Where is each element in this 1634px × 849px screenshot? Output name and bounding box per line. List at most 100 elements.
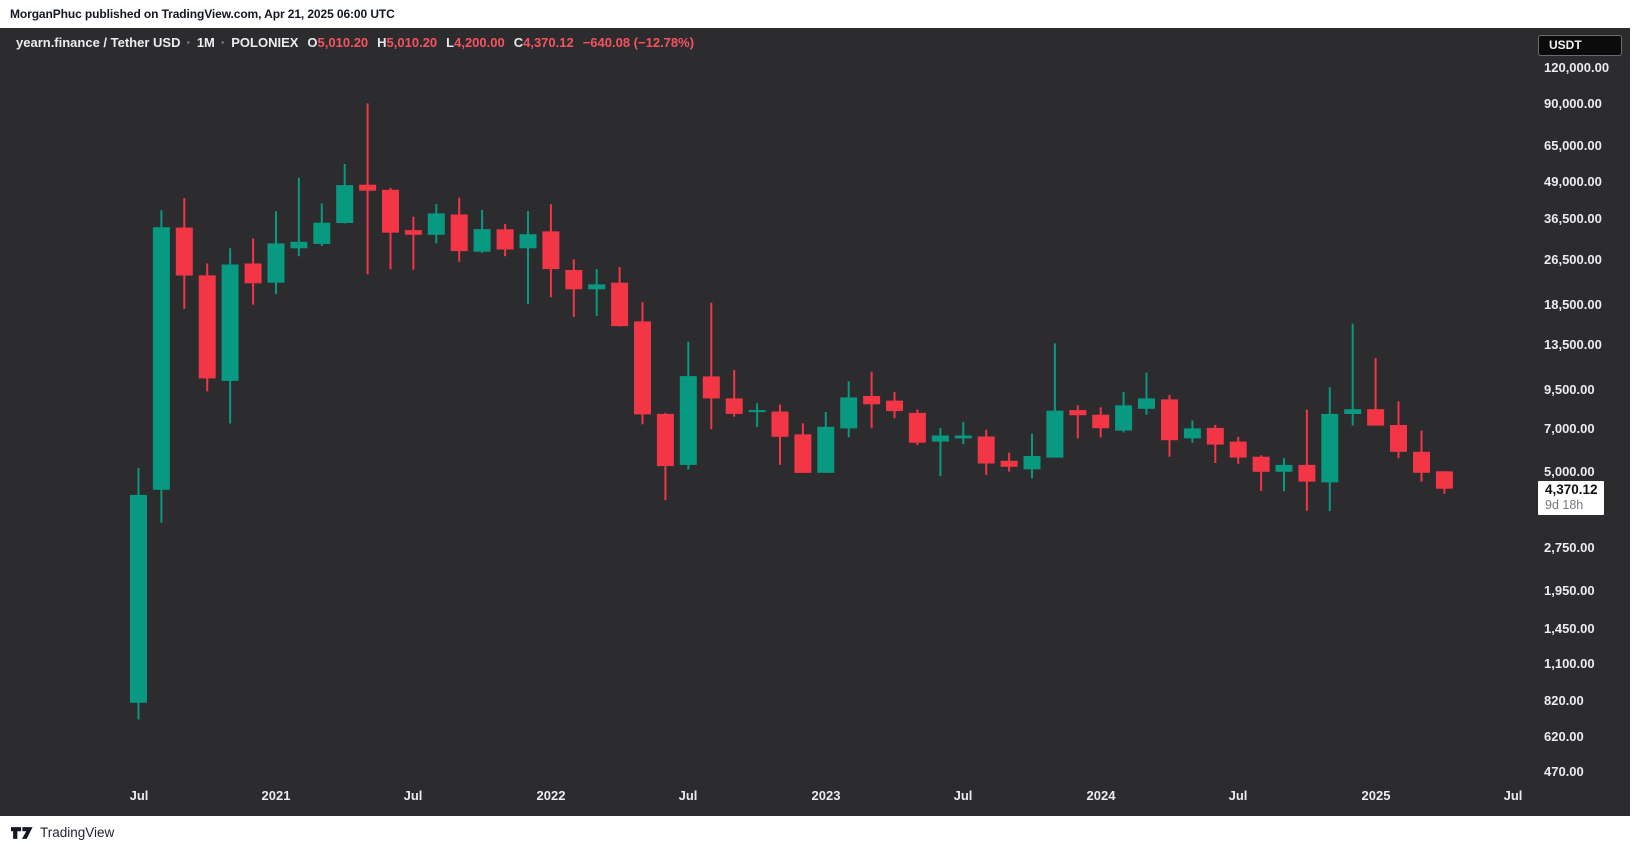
- candle-2023-02: [840, 381, 858, 438]
- candle-wick: [756, 403, 759, 427]
- candle-body: [1413, 451, 1430, 473]
- high-letter: H: [377, 35, 387, 50]
- candle-2025-01: [1367, 358, 1385, 426]
- candle-body: [450, 214, 468, 252]
- candle-2020-07: [130, 468, 147, 720]
- price-tick-label: 18,500.00: [1544, 297, 1602, 312]
- candle-body: [1069, 410, 1087, 416]
- candlestick-chart[interactable]: [0, 28, 1630, 816]
- candle-body: [1435, 471, 1453, 489]
- price-tick-label: 5,000.00: [1544, 464, 1595, 479]
- open-letter: O: [307, 35, 318, 50]
- candle-2023-03: [863, 371, 881, 429]
- price-tick-label: 9,500.00: [1544, 382, 1595, 397]
- candle-2023-04: [886, 391, 903, 419]
- candle-2025-02: [1390, 401, 1407, 459]
- price-tick-label: 7,000.00: [1544, 421, 1595, 436]
- candle-2020-12: [244, 238, 262, 305]
- candle-2022-04: [611, 267, 629, 327]
- footer-bar: TradingView: [0, 816, 1634, 849]
- high-value: 5,010.20: [386, 35, 438, 50]
- open-value: 5,010.20: [317, 35, 369, 50]
- candle-2024-09: [1275, 458, 1293, 492]
- currency-toggle-button[interactable]: USDT: [1538, 35, 1622, 56]
- candle-body: [382, 189, 399, 233]
- last-price-value: 4,370.12: [1545, 482, 1598, 497]
- candle-body: [427, 213, 445, 235]
- candle-2021-01: [267, 211, 285, 295]
- candle-body: [1138, 398, 1155, 409]
- candle-wick: [1260, 455, 1263, 491]
- tradingview-logo-icon: [11, 826, 33, 839]
- candle-body: [817, 426, 835, 473]
- price-tick-label: 1,450.00: [1544, 621, 1595, 636]
- symbol-title[interactable]: yearn.finance / Tether USD: [16, 35, 181, 50]
- candle-body: [519, 234, 537, 249]
- candle-wick: [1076, 405, 1079, 439]
- candle-body: [1252, 456, 1270, 472]
- candle-body: [611, 282, 629, 327]
- low-letter: L: [446, 35, 455, 50]
- time-tick-label: 2021: [261, 788, 291, 803]
- candle-body: [863, 396, 881, 405]
- time-tick-label: Jul: [678, 788, 698, 803]
- bar-countdown: 9d 18h: [1545, 498, 1584, 512]
- ohlc-open: O5,010.20: [307, 35, 368, 50]
- candle-2023-07: [954, 422, 972, 445]
- price-tick-label: 49,000.00: [1544, 174, 1602, 189]
- time-tick-label: Jul: [403, 788, 423, 803]
- candle-body: [198, 275, 216, 379]
- candle-body: [771, 411, 789, 437]
- candle-2021-10: [473, 210, 491, 253]
- candle-2023-08: [977, 429, 995, 475]
- candle-body: [931, 435, 949, 442]
- time-tick-label: Jul: [953, 788, 973, 803]
- candle-body: [702, 376, 720, 399]
- candle-2022-11: [771, 404, 789, 465]
- candle-2022-12: [794, 423, 812, 473]
- candle-body: [244, 263, 262, 284]
- candle-body: [679, 376, 697, 465]
- price-tick-label: 120,000.00: [1544, 60, 1610, 75]
- candle-body: [542, 231, 560, 270]
- candle-wick: [1283, 458, 1285, 492]
- candle-2024-10: [1298, 409, 1316, 511]
- interval-label[interactable]: 1M: [196, 35, 215, 50]
- candle-wick: [595, 269, 598, 317]
- close-letter: C: [513, 35, 524, 50]
- candle-body: [1298, 464, 1316, 482]
- candle-body: [565, 270, 583, 290]
- time-tick-label: Jul: [1503, 788, 1523, 803]
- price-tick-label: 470.00: [1544, 764, 1584, 779]
- candle-body: [290, 241, 308, 249]
- candle-body: [954, 435, 972, 439]
- candle-2022-07: [679, 341, 697, 470]
- candle-2021-09: [450, 197, 468, 262]
- candle-body: [1046, 410, 1064, 458]
- candle-2024-12: [1344, 323, 1362, 426]
- candle-wick: [1031, 433, 1033, 479]
- candle-body: [1023, 456, 1041, 470]
- close-value: 4,370.12: [523, 35, 574, 50]
- time-tick-label: 2022: [536, 788, 566, 803]
- publisher-text: MorganPhuc published on TradingView.com,…: [10, 7, 395, 21]
- candle-2023-09: [1000, 452, 1018, 472]
- exchange-label: POLONIEX: [231, 35, 299, 50]
- candle-2021-02: [290, 177, 308, 257]
- candle-body: [473, 229, 491, 252]
- candle-body: [1275, 464, 1293, 472]
- candle-body: [336, 185, 354, 223]
- candle-2022-10: [748, 403, 766, 427]
- candle-body: [1115, 405, 1133, 431]
- candle-wick: [1351, 323, 1354, 426]
- candle-body: [1183, 428, 1201, 439]
- chart-pane[interactable]: yearn.finance / Tether USD · 1M · POLONIEX O5…: [0, 28, 1630, 816]
- candle-body: [1000, 460, 1018, 467]
- candle-body: [794, 434, 812, 473]
- candle-2022-03: [588, 269, 606, 317]
- ohlc-low: L4,200.00: [446, 35, 505, 50]
- time-tick-label: 2024: [1086, 788, 1116, 803]
- candle-2021-11: [496, 223, 514, 257]
- candle-2024-05: [1183, 420, 1201, 443]
- last-price-label: 4,370.12 9d 18h: [1538, 481, 1604, 515]
